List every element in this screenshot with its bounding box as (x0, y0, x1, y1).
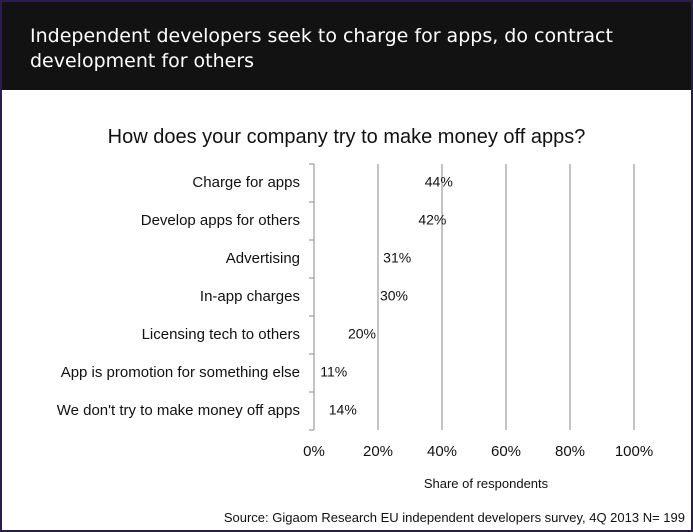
data-label-2: 31% (383, 250, 411, 266)
category-label-0: Charge for apps (192, 174, 300, 191)
x-axis-label: Share of respondents (424, 476, 549, 491)
header-banner: Independent developers seek to charge fo… (2, 2, 691, 90)
data-label-5: 11% (320, 364, 347, 380)
source-note: Source: Gigaom Research EU independent d… (223, 510, 685, 525)
x-tick-label-0: 0% (303, 443, 325, 460)
data-label-3: 30% (380, 288, 408, 304)
category-label-2: Advertising (226, 250, 300, 267)
x-tick-label-1: 20% (363, 443, 393, 460)
category-label-6: We don't try to make money off apps (57, 402, 300, 419)
chart-title: How does your company try to make money … (107, 126, 586, 148)
x-tick-label-5: 100% (615, 443, 653, 460)
data-label-4: 20% (348, 326, 376, 342)
header-title: Independent developers seek to charge fo… (30, 25, 613, 72)
x-tick-label-3: 60% (491, 443, 521, 460)
data-label-1: 42% (418, 212, 446, 228)
category-label-5: App is promotion for something else (61, 364, 300, 381)
data-label-0: 44% (425, 174, 453, 190)
data-label-6: 14% (329, 402, 357, 418)
category-label-1: Develop apps for others (141, 212, 300, 229)
x-tick-label-2: 40% (427, 443, 457, 460)
x-tick-label-4: 80% (555, 443, 585, 460)
category-label-3: In-app charges (200, 288, 300, 305)
category-label-4: Licensing tech to others (142, 326, 300, 343)
